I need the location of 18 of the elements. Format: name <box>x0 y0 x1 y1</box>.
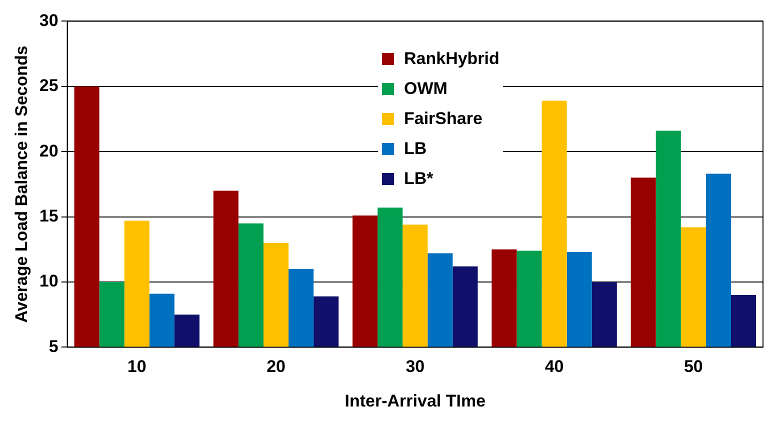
legend-label: FairShare <box>404 109 482 129</box>
x-tick-label: 40 <box>544 357 564 376</box>
x-tick-label: 50 <box>684 357 703 376</box>
y-tick-label: 20 <box>39 141 58 160</box>
y-tick-label: 10 <box>39 272 58 291</box>
legend-label: RankHybrid <box>404 49 500 69</box>
y-axis-title: Average Load Balance in Seconds <box>12 46 31 323</box>
y-tick-label: 5 <box>48 336 58 356</box>
y-tick-label: 30 <box>39 10 58 30</box>
x-tick-label: 30 <box>406 357 425 376</box>
x-tick-label: 20 <box>266 357 286 376</box>
legend-label: LB <box>404 139 427 159</box>
legend-label: OWM <box>404 79 448 99</box>
y-tick-label: 15 <box>39 206 58 226</box>
x-axis-title: Inter-Arrival TIme <box>344 391 486 410</box>
x-tick-label: 10 <box>127 357 146 376</box>
y-tick-label: 25 <box>39 76 58 96</box>
legend-label: LB* <box>404 169 434 189</box>
